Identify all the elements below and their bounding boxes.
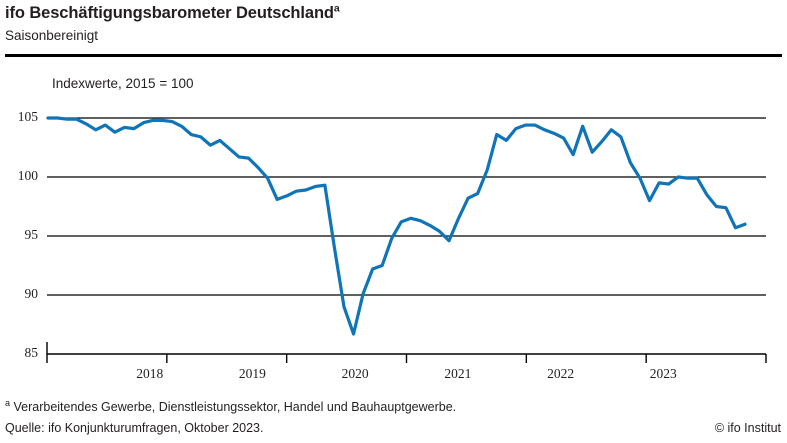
x-tick-label: 2021 [444, 366, 472, 381]
y-tick-label: 90 [24, 286, 39, 301]
x-tick-label: 2018 [136, 366, 164, 381]
footnote-text: Verarbeitendes Gewerbe, Dienstleistungss… [10, 400, 457, 414]
x-tick-label: 2019 [238, 366, 266, 381]
page-title: ifo Beschäftigungsbarometer Deutschlanda [5, 2, 340, 23]
x-tick-label: 2023 [649, 366, 677, 381]
page-title-text: ifo Beschäftigungsbarometer Deutschland [5, 4, 334, 22]
title-footnote-marker: a [333, 2, 340, 15]
footnote-marker: a [5, 397, 11, 408]
source-note: Quelle: ifo Konjunkturumfragen, Oktober … [5, 421, 264, 435]
x-axis-ticks [46, 354, 767, 363]
y-tick-label: 100 [17, 168, 38, 183]
copyright-note: © ifo Institut [714, 421, 781, 435]
page-subtitle: Saisonbereinigt [5, 28, 99, 43]
y-tick-label: 85 [24, 345, 39, 360]
unit-annotation: Indexwerte, 2015 = 100 [52, 76, 194, 91]
y-tick-label: 95 [24, 227, 39, 242]
y-tick-label: 105 [17, 109, 38, 124]
header-divider [5, 54, 782, 57]
x-tick-label: 2022 [547, 366, 575, 381]
series-line [46, 116, 747, 336]
x-tick-label: 2020 [341, 366, 369, 381]
gridlines [47, 117, 766, 355]
footnote: a Verarbeitendes Gewerbe, Dienstleistung… [5, 397, 457, 414]
